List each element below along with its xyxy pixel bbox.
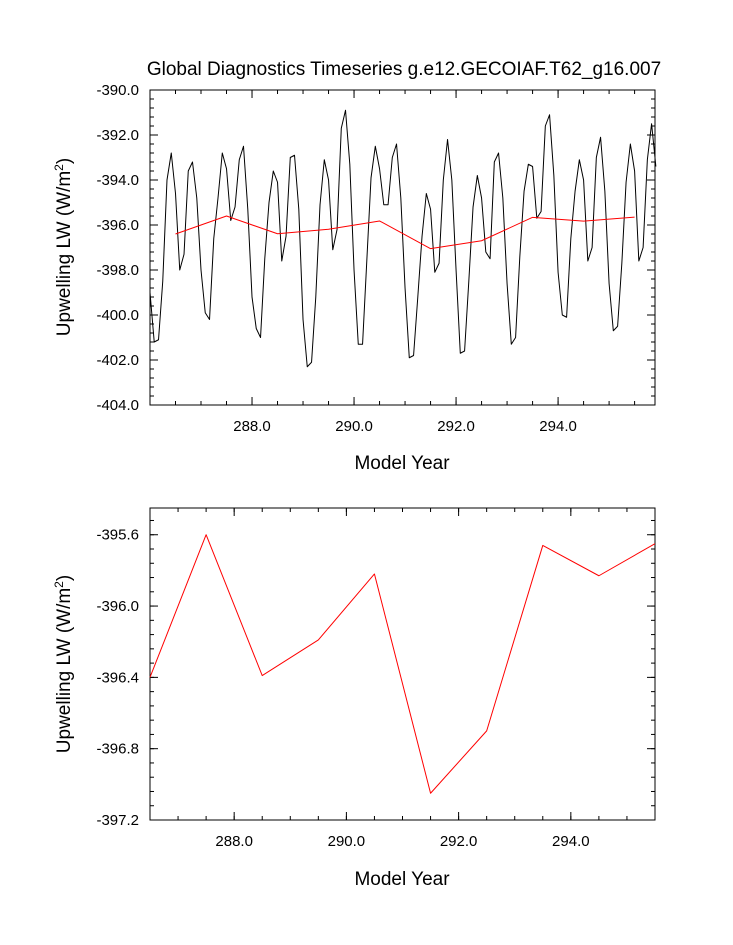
svg-text:Upwelling LW (W/m2): Upwelling LW (W/m2) bbox=[52, 575, 75, 753]
bottom-y-tick-label: -397.2 bbox=[96, 812, 139, 829]
chart-title: Global Diagnostics Timeseries g.e12.GECO… bbox=[147, 59, 661, 80]
top-series-line-monthly bbox=[149, 109, 657, 368]
top-y-tick-label: -404.0 bbox=[96, 397, 139, 414]
top-y-tick-label: -402.0 bbox=[96, 352, 139, 369]
bottom-y-tick-label: -396.0 bbox=[96, 598, 139, 615]
bottom-y-axis-label: Upwelling LW (W/m2) bbox=[52, 575, 75, 753]
bottom-series-line-annual-mean bbox=[149, 534, 656, 794]
top-x-tick-label: 290.0 bbox=[335, 418, 373, 435]
bottom-x-tick-label: 290.0 bbox=[328, 833, 366, 850]
bottom-y-axis-label-text: Upwelling LW (W/m bbox=[54, 588, 75, 753]
bottom-x-tick-label: 292.0 bbox=[440, 833, 478, 850]
top-x-tick-label: 292.0 bbox=[437, 418, 475, 435]
top-y-tick-label: -400.0 bbox=[96, 307, 139, 324]
top-y-axis-label-close: ) bbox=[54, 158, 75, 164]
bottom-x-axis-label: Model Year bbox=[354, 869, 450, 890]
top-y-axis-label: Upwelling LW (W/m2) bbox=[52, 158, 75, 336]
bottom-panel: 288.0 290.0 292.0 294.0 -397.2 -396.8 -396.4 -3… bbox=[52, 507, 656, 890]
bottom-y-tick-label: -396.4 bbox=[96, 669, 139, 686]
bottom-y-tick-label: -395.6 bbox=[96, 527, 139, 544]
top-panel: 288.0 290.0 292.0 294.0 -404.0 -402.0 -400.0 -3… bbox=[52, 82, 657, 474]
top-y-tick-label: -392.0 bbox=[96, 127, 139, 144]
top-plot-frame bbox=[149, 89, 656, 406]
top-x-tick-label: 288.0 bbox=[233, 418, 271, 435]
bottom-y-tick-label: -396.8 bbox=[96, 741, 139, 758]
top-y-tick-label: -396.0 bbox=[96, 217, 139, 234]
top-x-tick-label: 294.0 bbox=[539, 418, 577, 435]
bottom-y-axis-label-sup: 2 bbox=[52, 581, 66, 588]
bottom-x-tick-label: 294.0 bbox=[552, 833, 590, 850]
bottom-plot-frame bbox=[149, 507, 656, 821]
top-y-axis-label-sup: 2 bbox=[52, 164, 66, 171]
top-series-line-annual-mean bbox=[175, 215, 635, 250]
top-y-tick-label: -398.0 bbox=[96, 262, 139, 279]
top-y-tick-label: -390.0 bbox=[96, 82, 139, 99]
bottom-y-axis-label-close: ) bbox=[54, 575, 75, 581]
top-x-axis-label: Model Year bbox=[354, 453, 450, 474]
svg-text:Upwelling LW (W/m2): Upwelling LW (W/m2) bbox=[52, 158, 75, 336]
top-y-tick-label: -394.0 bbox=[96, 172, 139, 189]
top-y-axis-label-text: Upwelling LW (W/m bbox=[54, 171, 75, 336]
bottom-x-tick-label: 288.0 bbox=[215, 833, 253, 850]
